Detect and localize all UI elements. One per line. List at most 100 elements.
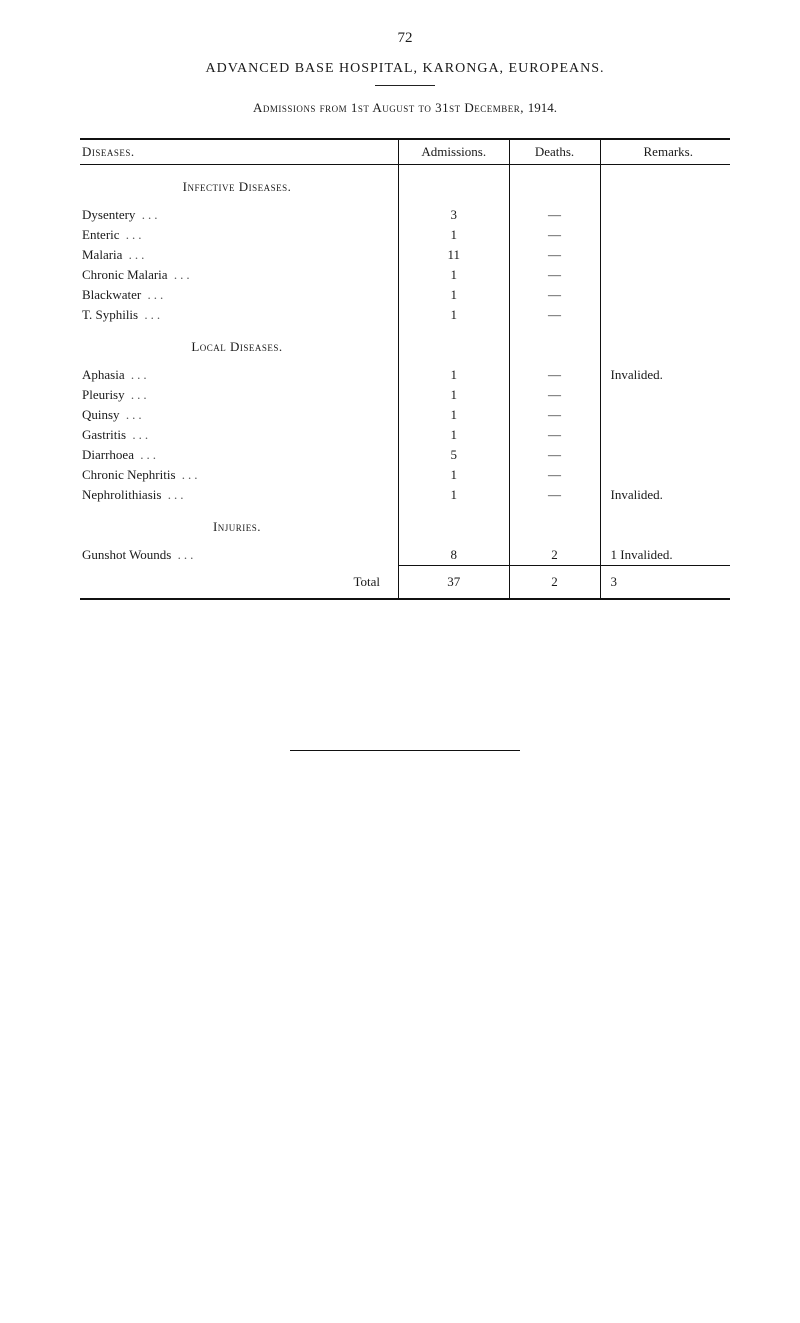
table-row: Nephrolithiasis1—Invalided.: [80, 485, 730, 505]
remarks-value: [600, 465, 730, 485]
disease-name: Nephrolithiasis: [80, 485, 399, 505]
disease-name: T. Syphilis: [80, 305, 399, 325]
deaths-value: —: [509, 205, 600, 225]
admissions-value: 1: [399, 425, 510, 445]
page-number: 72: [80, 30, 730, 47]
deaths-value: —: [509, 485, 600, 505]
remarks-value: Invalided.: [600, 485, 730, 505]
title-rule: [375, 85, 435, 86]
admissions-value: 1: [399, 225, 510, 245]
deaths-value: 2: [509, 545, 600, 566]
subtitle-prefix: Admissions from: [253, 100, 347, 115]
admissions-value: 1: [399, 385, 510, 405]
admissions-value: 1: [399, 305, 510, 325]
remarks-value: [600, 445, 730, 465]
admissions-table: Diseases. Admissions. Deaths. Remarks. I…: [80, 138, 730, 600]
table-row: Quinsy1—: [80, 405, 730, 425]
header-remarks: Remarks.: [600, 139, 730, 165]
disease-name: Blackwater: [80, 285, 399, 305]
admissions-value: 5: [399, 445, 510, 465]
deaths-value: —: [509, 225, 600, 245]
deaths-value: —: [509, 445, 600, 465]
disease-name: Diarrhoea: [80, 445, 399, 465]
remarks-value: [600, 385, 730, 405]
remarks-value: [600, 285, 730, 305]
disease-name: Enteric: [80, 225, 399, 245]
disease-name: Chronic Nephritis: [80, 465, 399, 485]
cell-empty: [509, 505, 600, 545]
cell-empty: [600, 325, 730, 365]
section-heading-row: Injuries.: [80, 505, 730, 545]
table-row: Malaria11—: [80, 245, 730, 265]
document-subtitle: Admissions from 1st August to 31st Decem…: [80, 100, 730, 116]
deaths-value: —: [509, 265, 600, 285]
remarks-value: [600, 205, 730, 225]
admissions-value: 1: [399, 485, 510, 505]
deaths-value: —: [509, 465, 600, 485]
total-deaths: 2: [509, 566, 600, 599]
cell-empty: [509, 165, 600, 206]
remarks-value: [600, 225, 730, 245]
table-row: Enteric1—: [80, 225, 730, 245]
deaths-value: —: [509, 405, 600, 425]
disease-name: Gastritis: [80, 425, 399, 445]
admissions-value: 1: [399, 465, 510, 485]
deaths-value: —: [509, 285, 600, 305]
admissions-value: 8: [399, 545, 510, 566]
admissions-value: 1: [399, 405, 510, 425]
table-header-row: Diseases. Admissions. Deaths. Remarks.: [80, 139, 730, 165]
table-row: Blackwater1—: [80, 285, 730, 305]
remarks-value: 1 Invalided.: [600, 545, 730, 566]
remarks-value: [600, 265, 730, 285]
total-row: Total3723: [80, 566, 730, 599]
cell-empty: [600, 505, 730, 545]
table-row: T. Syphilis1—: [80, 305, 730, 325]
total-label: Total: [80, 566, 399, 599]
disease-name: Quinsy: [80, 405, 399, 425]
section-heading: Infective Diseases.: [80, 165, 399, 206]
header-deaths: Deaths.: [509, 139, 600, 165]
disease-name: Gunshot Wounds: [80, 545, 399, 566]
section-heading-row: Local Diseases.: [80, 325, 730, 365]
deaths-value: —: [509, 385, 600, 405]
disease-name: Chronic Malaria: [80, 265, 399, 285]
remarks-value: Invalided.: [600, 365, 730, 385]
table-row: Chronic Malaria1—: [80, 265, 730, 285]
table-row: Pleurisy1—: [80, 385, 730, 405]
header-diseases: Diseases.: [80, 139, 399, 165]
remarks-value: [600, 405, 730, 425]
section-heading-row: Infective Diseases.: [80, 165, 730, 206]
footer-rule: [290, 750, 520, 751]
admissions-value: 3: [399, 205, 510, 225]
subtitle-year: 1914.: [528, 100, 557, 115]
total-admissions: 37: [399, 566, 510, 599]
admissions-value: 1: [399, 285, 510, 305]
disease-name: Pleurisy: [80, 385, 399, 405]
section-heading: Local Diseases.: [80, 325, 399, 365]
deaths-value: —: [509, 305, 600, 325]
cell-empty: [600, 165, 730, 206]
table-row: Gunshot Wounds821 Invalided.: [80, 545, 730, 566]
document-title: ADVANCED BASE HOSPITAL, KARONGA, EUROPEA…: [80, 61, 730, 77]
admissions-value: 1: [399, 365, 510, 385]
total-remarks: 3: [600, 566, 730, 599]
subtitle-mid: 1st August to 31st December,: [347, 100, 528, 115]
deaths-value: —: [509, 245, 600, 265]
remarks-value: [600, 245, 730, 265]
section-heading: Injuries.: [80, 505, 399, 545]
disease-name: Malaria: [80, 245, 399, 265]
disease-name: Dysentery: [80, 205, 399, 225]
admissions-value: 11: [399, 245, 510, 265]
admissions-value: 1: [399, 265, 510, 285]
table-body: Infective Diseases.Dysentery3—Enteric1—M…: [80, 165, 730, 599]
cell-empty: [399, 165, 510, 206]
cell-empty: [399, 505, 510, 545]
disease-name: Aphasia: [80, 365, 399, 385]
table-row: Aphasia1—Invalided.: [80, 365, 730, 385]
header-admissions: Admissions.: [399, 139, 510, 165]
cell-empty: [399, 325, 510, 365]
table-row: Chronic Nephritis1—: [80, 465, 730, 485]
remarks-value: [600, 425, 730, 445]
table-row: Dysentery3—: [80, 205, 730, 225]
page-container: 72 ADVANCED BASE HOSPITAL, KARONGA, EURO…: [0, 0, 800, 811]
